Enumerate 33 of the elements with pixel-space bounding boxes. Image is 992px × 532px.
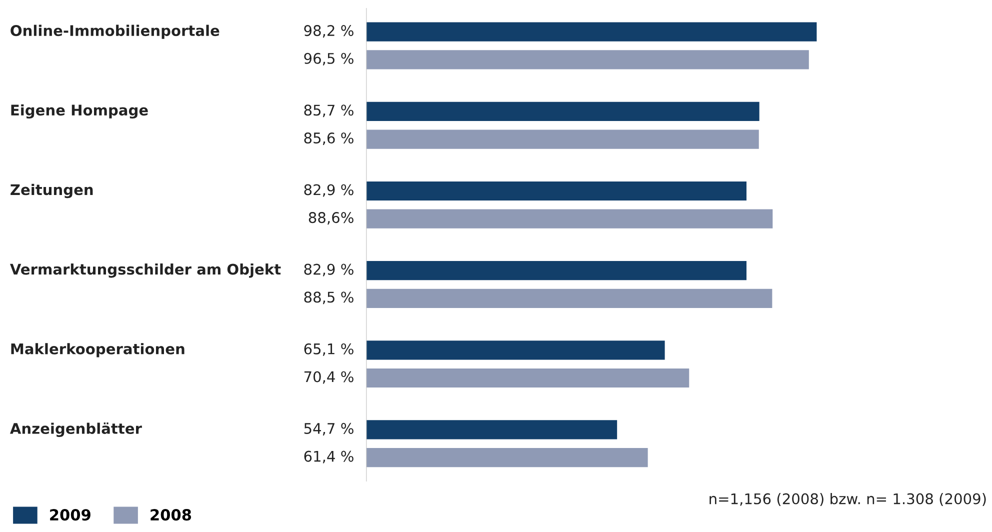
data-label: 54,7 % xyxy=(304,422,354,436)
bar xyxy=(366,261,746,280)
bar xyxy=(366,181,746,201)
data-label: 61,4 % xyxy=(304,450,354,464)
text: n=1,156 (2008) bzw. n= 1.308 (2009) xyxy=(710,493,986,506)
y-tick-label: Maklerkooperationen xyxy=(11,343,184,358)
data-label: 96,5 % xyxy=(304,52,354,66)
data-label: 98,2 % xyxy=(304,25,354,38)
bar xyxy=(366,340,665,360)
y-tick-label: Anzeigenblätter xyxy=(10,422,142,437)
bar xyxy=(366,50,809,70)
y-tick-label: Zeitungen xyxy=(10,184,93,198)
y-tick-label: Vermarktungsschilder am Objekt xyxy=(10,263,281,278)
data-label: 82,9 % xyxy=(304,264,354,276)
bar xyxy=(366,102,760,121)
data-label: 65,1 % xyxy=(304,343,354,356)
y-tick-label: Eigene Hompage xyxy=(11,104,148,119)
bar xyxy=(366,130,759,149)
data-label: 82,9 % xyxy=(304,184,354,197)
y-tick-label: Online-Immobilienportale xyxy=(10,24,220,39)
legend-label: 2008 xyxy=(150,509,192,521)
legend-label: 2009 xyxy=(50,509,90,521)
bar xyxy=(366,22,817,42)
bar xyxy=(366,368,690,388)
bar xyxy=(366,448,648,468)
data-label: 70,4 % xyxy=(304,371,354,384)
data-label: 85,6 % xyxy=(304,132,354,145)
bar xyxy=(366,209,773,228)
data-label: 85,7 % xyxy=(304,104,354,118)
data-label: 88,5 % xyxy=(304,292,354,304)
data-label: 88,6% xyxy=(308,212,354,225)
bar xyxy=(366,288,772,308)
bar xyxy=(366,420,618,440)
